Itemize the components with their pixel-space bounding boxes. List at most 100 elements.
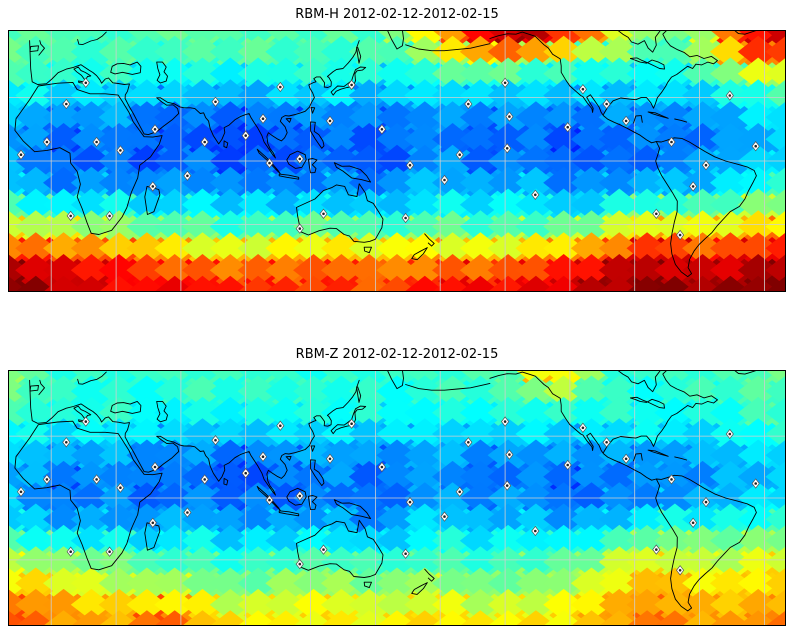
observatory-marker-dot: [581, 87, 585, 91]
coastline-caspian: [156, 400, 168, 423]
observatory-marker-dot: [298, 157, 302, 161]
observatory-marker-dot: [322, 212, 325, 216]
observatory-marker-dot: [69, 214, 72, 218]
coastline-greenland: [733, 30, 759, 35]
observatory-marker-dot: [624, 457, 628, 461]
coastline-hudson_bay: [616, 30, 662, 53]
observatory-marker-dot: [503, 81, 507, 85]
coastline-south_america: [655, 137, 757, 278]
coastline-aleutians: [405, 43, 491, 52]
coastline-sakhalin: [356, 386, 362, 403]
panel-title-rbm-h: RBM-H 2012-02-12-2012-02-15: [295, 7, 499, 22]
coastline-kamchatka: [386, 370, 404, 390]
coastline-na_west: [489, 31, 657, 144]
coastline-sumatra: [256, 485, 281, 511]
observatory-marker-dot: [505, 147, 509, 150]
observatory-marker-dot: [45, 140, 49, 144]
coastline-caspian: [156, 61, 168, 84]
observatory-marker-dot: [691, 185, 695, 188]
coastline-hainan: [285, 456, 292, 461]
observatory-marker-dot: [566, 463, 569, 467]
panel-title-rbm-z: RBM-Z 2012-02-12-2012-02-15: [295, 347, 499, 362]
observatory-marker-dot: [186, 511, 189, 514]
observatory-marker-dot: [467, 441, 470, 444]
observatory-marker-dot: [678, 233, 682, 237]
coastline-eurasia_main: [29, 40, 360, 159]
observatory-marker-dot: [581, 426, 585, 430]
observatory-marker-dot: [380, 465, 384, 469]
coastline-sulawesi: [307, 495, 318, 511]
heatmap-layer: [8, 30, 786, 292]
observatory-marker-dot: [605, 441, 608, 444]
observatory-marker-dot: [605, 102, 608, 106]
observatory-marker-dot: [328, 119, 332, 123]
observatory-marker-dot: [84, 420, 88, 423]
coastline-sakhalin: [356, 46, 362, 64]
coastline-new_guinea: [333, 499, 372, 520]
observatory-marker-dot: [153, 465, 157, 469]
observatory-marker-dot: [151, 185, 155, 188]
observatory-marker-dot: [670, 140, 673, 144]
observatory-markers: [16, 77, 760, 241]
observatory-marker-dot: [508, 115, 511, 118]
observatory-marker-dot: [404, 552, 407, 555]
observatory-marker-dot: [754, 144, 757, 148]
observatory-marker-dot: [65, 441, 68, 444]
observatory-marker-dot: [328, 457, 332, 461]
observatory-marker-dot: [69, 550, 72, 553]
observatory-marker-dot: [534, 529, 537, 533]
observatory-marker-dot: [534, 193, 537, 197]
observatory-marker-dot: [503, 420, 507, 423]
coastline-yucatan: [633, 115, 643, 124]
observatory-marker-dot: [119, 149, 122, 152]
coastline-hainan: [285, 118, 292, 123]
coastline-kamchatka: [386, 30, 404, 50]
observatory-marker-dot: [279, 85, 282, 89]
observatory-marker-dot: [670, 478, 673, 481]
gridline-layer: [8, 30, 786, 292]
observatory-marker-dot: [404, 216, 407, 220]
gridline-layer: [8, 370, 786, 626]
map-plot: [8, 30, 786, 292]
coastline-cuba: [647, 111, 669, 119]
coastline-borneo: [286, 150, 307, 169]
coastline-eurasia_main: [29, 379, 360, 496]
coastline-africa: [14, 420, 163, 571]
observatory-marker-dot: [458, 490, 462, 494]
observatory-marker-dot: [380, 128, 384, 131]
coastline-scandinavia: [77, 371, 107, 385]
observatory-marker-dot: [728, 432, 732, 436]
coastline-australia: [296, 519, 384, 578]
coastline-australia: [296, 183, 384, 243]
observatory-marker-dot: [261, 455, 265, 458]
coastline-nz_south: [411, 582, 428, 595]
coastline-philippines: [310, 459, 325, 487]
coastline-japan: [330, 405, 367, 435]
map-panel-rbm-z: [8, 370, 786, 626]
observatory-marker-dot: [655, 548, 658, 551]
coastline-uk: [38, 40, 45, 56]
coastline-tasmania: [363, 246, 372, 254]
observatory-marker-dot: [443, 515, 446, 518]
coastline-borneo: [286, 487, 307, 506]
observatory-marker-dot: [108, 550, 111, 553]
heatmap-layer: [8, 370, 786, 626]
coastline-java: [278, 173, 300, 180]
coastline-nz_south: [411, 247, 428, 261]
observatory-marker-dot: [108, 214, 111, 218]
observatory-marker-dot: [95, 478, 98, 481]
observatory-marker-dot: [65, 102, 68, 106]
observatory-marker-dot: [244, 134, 247, 137]
observatory-marker-dot: [408, 500, 412, 504]
coastline-cuba: [647, 449, 669, 457]
observatory-marker-dot: [95, 140, 98, 144]
observatory-marker-dot: [350, 422, 353, 425]
observatory-marker-dot: [203, 478, 206, 481]
coastline-ireland: [29, 45, 39, 53]
observatory-marker-dot: [566, 125, 569, 129]
observatory-marker-dot: [691, 521, 695, 525]
observatory-marker-dot: [84, 81, 88, 85]
observatory-marker-dot: [153, 128, 157, 131]
observatory-marker-dot: [678, 569, 682, 572]
